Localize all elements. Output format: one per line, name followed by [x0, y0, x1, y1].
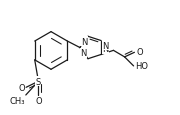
Text: O: O — [35, 96, 42, 105]
Text: CH₃: CH₃ — [9, 96, 24, 105]
Text: O: O — [136, 48, 143, 57]
Text: N: N — [80, 49, 87, 58]
Text: N: N — [81, 37, 87, 46]
Text: HO: HO — [135, 62, 148, 71]
Text: N: N — [102, 45, 109, 54]
Text: S: S — [36, 77, 41, 86]
Text: N: N — [102, 42, 109, 50]
Text: O: O — [18, 83, 25, 92]
